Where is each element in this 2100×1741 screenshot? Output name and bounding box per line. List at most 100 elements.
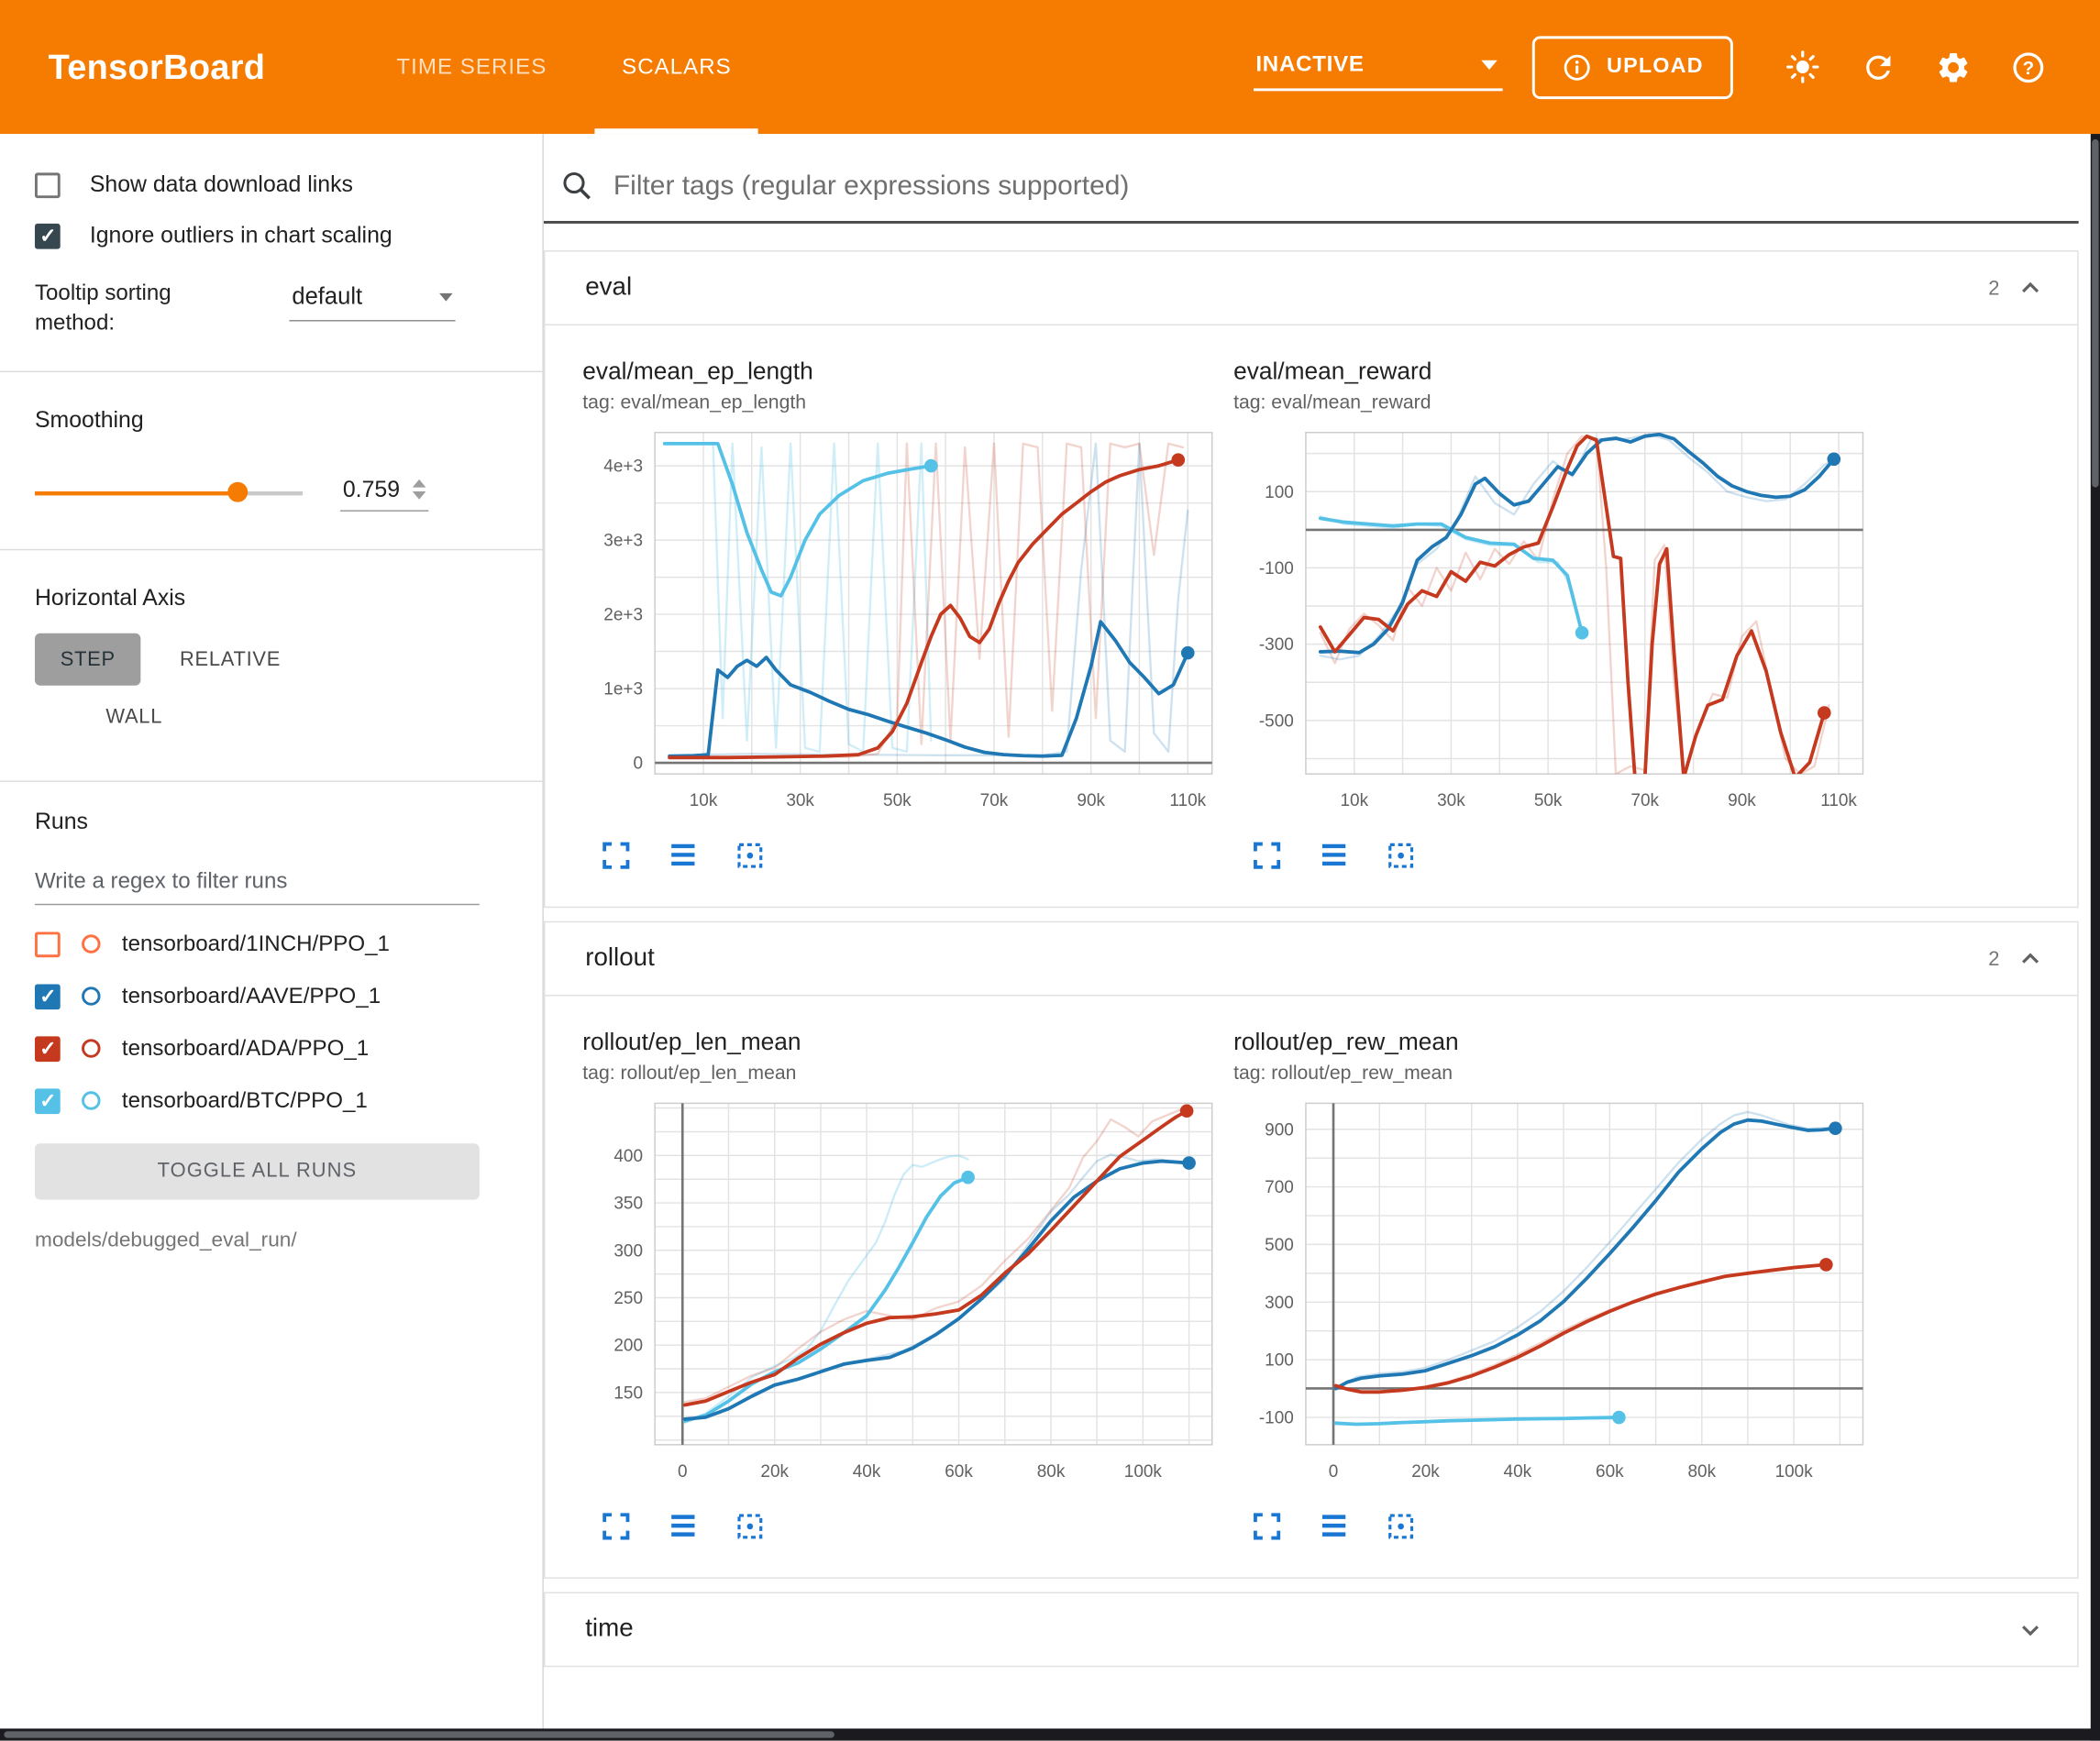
chevron-down-icon[interactable] xyxy=(2013,1612,2048,1647)
line-chart[interactable]: 0 20k 40k 60k 80k 100k -100 100 300 500 700 900 xyxy=(1233,1093,1873,1494)
chart-plot[interactable]: 10k 30k 50k 70k 90k 110k 0 1e+3 2e+3 3e+3 4e+3 xyxy=(582,422,1233,830)
chart-fullscreen-button[interactable] xyxy=(596,1506,636,1550)
chevron-up-icon[interactable] xyxy=(2013,270,2048,305)
run-checkbox[interactable] xyxy=(34,1087,61,1114)
chart-fit-domain-button[interactable] xyxy=(1381,1506,1421,1550)
settings-sidebar: Show data download links Ignore outliers… xyxy=(0,134,544,1730)
chart-toolbar xyxy=(582,1506,1233,1550)
scrollbar-thumb[interactable] xyxy=(4,1731,834,1738)
main-content: eval 2 eval/mean_ep_length tag: eval/mea… xyxy=(543,134,2100,1730)
tab-time-series[interactable]: TIME SERIES xyxy=(396,54,547,79)
line-chart[interactable]: 10k 30k 50k 70k 90k 110k 0 1e+3 2e+3 3e+3 4e+3 xyxy=(582,422,1222,823)
axis-button-relative[interactable]: RELATIVE xyxy=(154,633,306,685)
section-time-header[interactable]: time xyxy=(545,1593,2077,1666)
chart-plot[interactable]: 0 20k 40k 60k 80k 100k -100 100 300 500 700 900 xyxy=(1233,1093,1884,1501)
chart-fullscreen-button[interactable] xyxy=(1247,835,1288,879)
chart-data-button[interactable] xyxy=(663,835,703,879)
chart-fit-domain-button[interactable] xyxy=(730,835,770,879)
chart-fit-domain-button[interactable] xyxy=(1381,835,1421,879)
axis-button-step[interactable]: STEP xyxy=(34,633,141,686)
slider-knob[interactable] xyxy=(227,481,248,502)
chart-plot[interactable]: 0 20k 40k 60k 80k 100k 150 200 250 300 350 400 xyxy=(582,1093,1233,1501)
fullscreen-icon xyxy=(1254,842,1281,869)
app-title: TensorBoard xyxy=(48,46,266,87)
svg-text:0: 0 xyxy=(633,755,643,774)
chevron-down-icon xyxy=(439,292,453,301)
upload-button[interactable]: UPLOAD xyxy=(1531,35,1733,99)
vertical-scrollbar[interactable] xyxy=(2090,134,2100,1741)
svg-text:100: 100 xyxy=(1265,483,1294,502)
chart-fullscreen-button[interactable] xyxy=(596,835,636,879)
chevron-down-icon xyxy=(1480,59,1498,70)
status-dropdown[interactable]: INACTIVE xyxy=(1253,43,1503,91)
svg-text:50k: 50k xyxy=(1534,791,1563,810)
stepper-arrows-icon[interactable] xyxy=(412,479,426,500)
section-eval-header[interactable]: eval 2 xyxy=(545,252,2077,325)
chart-data-button[interactable] xyxy=(1314,1506,1354,1550)
runs-filter-input[interactable] xyxy=(34,858,480,905)
svg-text:70k: 70k xyxy=(1630,791,1659,810)
brightness-icon[interactable] xyxy=(1765,32,1840,102)
svg-text:0: 0 xyxy=(678,1462,688,1482)
chart-fit-domain-button[interactable] xyxy=(730,1506,770,1550)
chart-title: eval/mean_ep_length xyxy=(582,357,813,385)
svg-text:500: 500 xyxy=(1265,1236,1294,1255)
chevron-up-icon[interactable] xyxy=(2013,942,2048,976)
fit-domain-icon xyxy=(737,843,763,868)
chart-eval-mean-reward: eval/mean_reward tag: eval/mean_reward 1… xyxy=(1233,358,1884,880)
chart-plot[interactable]: 10k 30k 50k 70k 90k 110k 100 -100 -300 -500 xyxy=(1233,422,1884,830)
svg-text:80k: 80k xyxy=(1688,1462,1717,1482)
run-row-1inch[interactable]: tensorboard/1INCH/PPO_1 xyxy=(34,931,515,957)
tooltip-sorting-dropdown[interactable]: default xyxy=(289,279,456,322)
svg-text:400: 400 xyxy=(613,1147,643,1166)
slider-fill xyxy=(34,490,238,495)
chart-data-button[interactable] xyxy=(1314,835,1354,879)
svg-text:300: 300 xyxy=(1265,1294,1294,1313)
run-checkbox[interactable] xyxy=(34,983,61,1009)
fullscreen-icon xyxy=(602,842,630,869)
data-table-icon xyxy=(1321,1515,1346,1537)
svg-text:-100: -100 xyxy=(1259,1409,1294,1428)
tab-scalars[interactable]: SCALARS xyxy=(584,0,768,135)
smoothing-label: Smoothing xyxy=(34,406,144,433)
run-checkbox[interactable] xyxy=(34,931,61,957)
section-title: eval xyxy=(585,272,633,302)
chart-toolbar xyxy=(1233,835,1884,879)
scrollbar-thumb[interactable] xyxy=(2092,138,2099,488)
chart-data-button[interactable] xyxy=(663,1506,703,1550)
run-checkbox[interactable] xyxy=(34,1035,61,1062)
checkbox-ignore-outliers[interactable]: Ignore outliers in chart scaling xyxy=(34,222,515,248)
section-count: 2 xyxy=(1988,276,2000,300)
svg-text:3e+3: 3e+3 xyxy=(603,532,643,551)
run-label: tensorboard/ADA/PPO_1 xyxy=(121,1035,370,1060)
smoothing-value-input[interactable]: 0.759 xyxy=(339,473,428,512)
svg-text:110k: 110k xyxy=(1169,791,1206,810)
horizontal-scrollbar[interactable] xyxy=(0,1728,2100,1741)
svg-text:?: ? xyxy=(2022,57,2034,78)
checkbox-show-download-links[interactable]: Show data download links xyxy=(34,171,515,198)
tag-filter-input[interactable] xyxy=(613,169,2073,202)
run-row-aave[interactable]: tensorboard/AAVE/PPO_1 xyxy=(34,983,515,1009)
axis-button-wall[interactable]: WALL xyxy=(81,690,188,743)
run-row-ada[interactable]: tensorboard/ADA/PPO_1 xyxy=(34,1035,515,1062)
smoothing-slider[interactable] xyxy=(34,481,304,502)
svg-text:100k: 100k xyxy=(1775,1462,1814,1482)
settings-icon[interactable] xyxy=(1915,32,1990,102)
chart-fullscreen-button[interactable] xyxy=(1247,1506,1288,1550)
section-rollout-header[interactable]: rollout 2 xyxy=(545,922,2077,995)
svg-text:700: 700 xyxy=(1265,1178,1294,1197)
help-icon[interactable]: ? xyxy=(1990,32,2065,102)
section-rollout-body: rollout/ep_len_mean tag: rollout/ep_len_… xyxy=(545,995,2078,1577)
run-row-btc[interactable]: tensorboard/BTC/PPO_1 xyxy=(34,1087,515,1114)
svg-text:350: 350 xyxy=(613,1195,643,1214)
svg-text:90k: 90k xyxy=(1077,791,1105,810)
line-chart[interactable]: 10k 30k 50k 70k 90k 110k 100 -100 -300 -500 xyxy=(1233,422,1873,823)
svg-text:4e+3: 4e+3 xyxy=(603,457,643,477)
search-icon xyxy=(563,171,591,200)
refresh-icon[interactable] xyxy=(1840,32,1916,102)
line-chart[interactable]: 0 20k 40k 60k 80k 100k 150 200 250 300 350 400 xyxy=(582,1093,1222,1494)
data-table-icon xyxy=(671,843,695,866)
header-actions: INACTIVE UPLOAD ? xyxy=(1253,32,2100,102)
toggle-all-runs-button[interactable]: TOGGLE ALL RUNS xyxy=(34,1142,480,1199)
chart-tag: tag: eval/mean_ep_length xyxy=(582,391,807,414)
